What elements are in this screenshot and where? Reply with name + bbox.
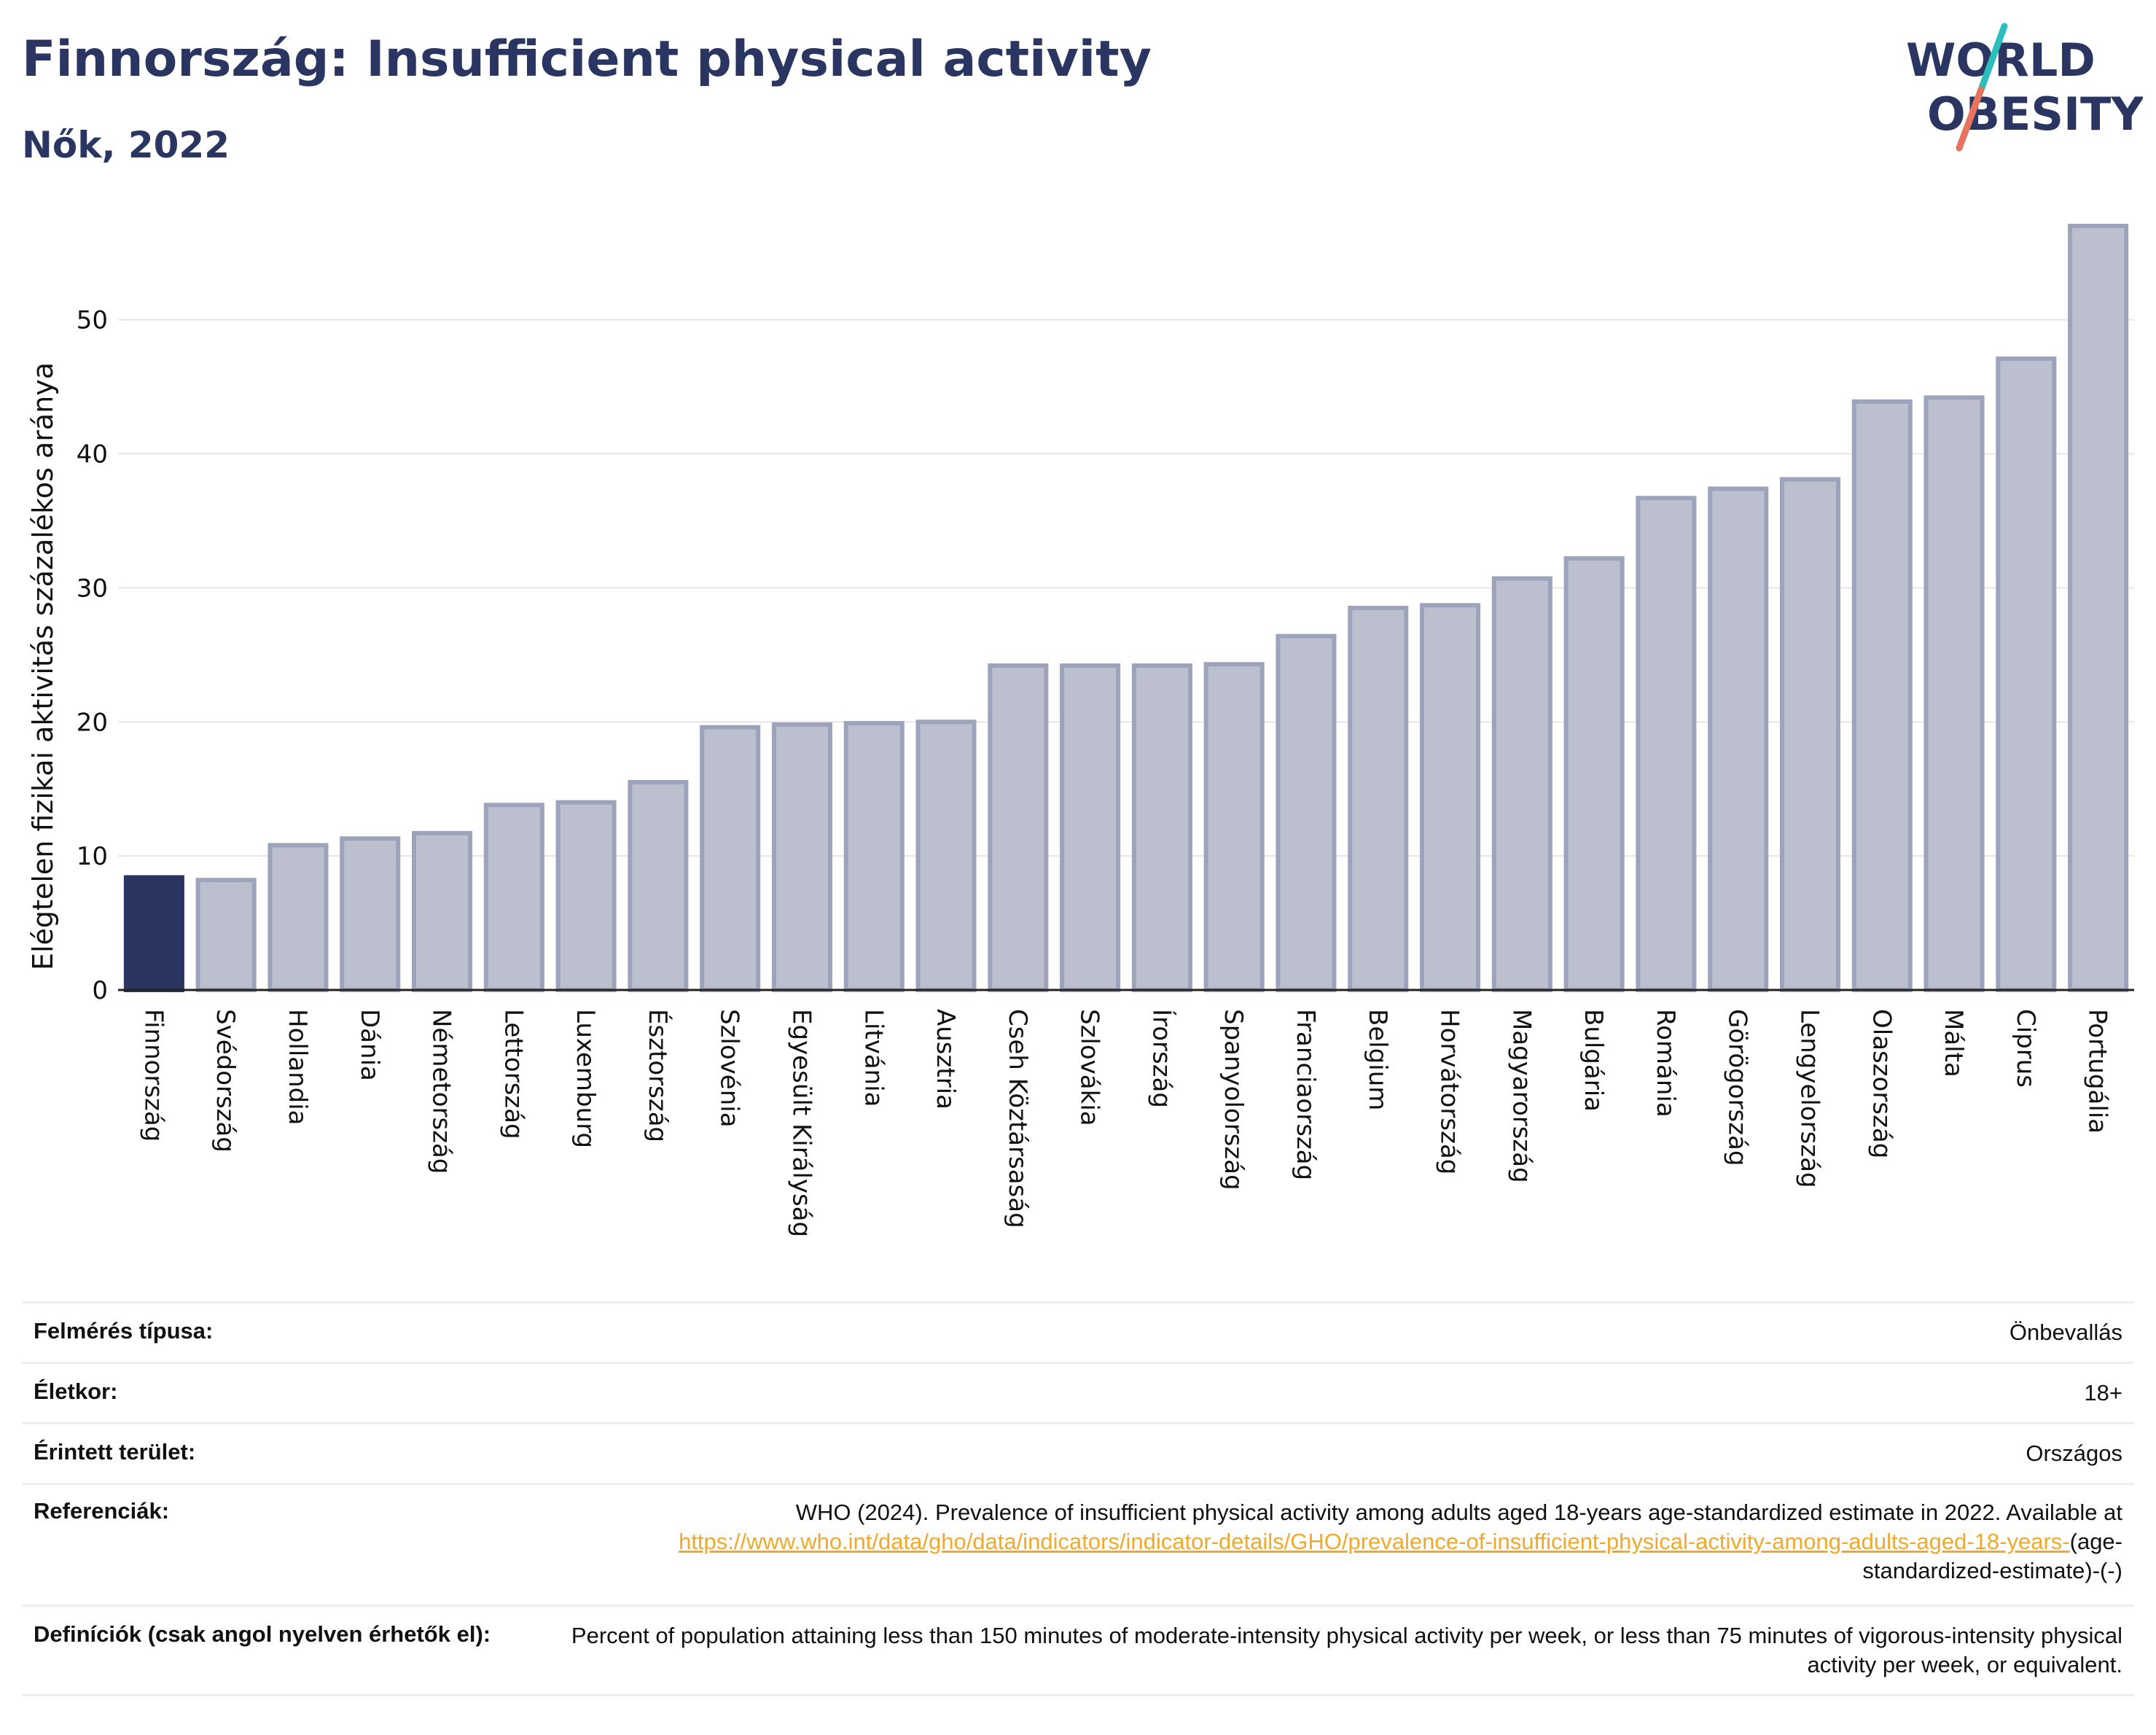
references-label: Referenciák: xyxy=(34,1498,170,1524)
chart-title: Finnország: Insufficient physical activi… xyxy=(22,31,1152,88)
info-row-references: Referenciák: WHO (2024). Prevalence of i… xyxy=(22,1483,2134,1605)
logo-slash-coral xyxy=(1956,86,1985,152)
x-tick-label: Ciprus xyxy=(2011,1009,2040,1088)
bars xyxy=(123,224,2129,993)
age-label: Életkor: xyxy=(34,1379,118,1404)
world-obesity-logo: WORLD OBESITY xyxy=(1906,23,2143,152)
x-tick-label: Litvánia xyxy=(859,1009,888,1107)
x-tick-label: Dánia xyxy=(355,1009,384,1081)
references-suffix: (age-standardized-estimate)-(-) xyxy=(1862,1529,2122,1583)
y-tick-label: 50 xyxy=(77,306,108,335)
x-tick-label: Görögország xyxy=(1723,1009,1752,1166)
x-tick-label: Bulgária xyxy=(1579,1009,1608,1112)
bar xyxy=(1779,477,1840,992)
bar xyxy=(412,830,473,992)
references-link[interactable]: https://www.who.int/data/gho/data/indica… xyxy=(679,1529,2070,1554)
bar xyxy=(988,663,1049,992)
y-axis-title: Elégtelen fizikai aktivitás százalékos a… xyxy=(27,362,59,970)
bar xyxy=(483,803,544,992)
bar xyxy=(195,878,257,993)
y-tick-label: 40 xyxy=(77,440,108,469)
bar xyxy=(1851,399,1913,992)
references-text: WHO (2024). Prevalence of insufficient p… xyxy=(795,1500,2122,1525)
bar xyxy=(1923,395,1985,992)
y-axis-ticks: 0 10 20 30 40 50 xyxy=(77,306,108,1005)
bar xyxy=(1636,496,1697,992)
x-tick-label: Ausztria xyxy=(931,1009,960,1110)
x-tick-label: Spanyolország xyxy=(1219,1009,1248,1190)
x-tick-label: Svédország xyxy=(211,1009,240,1153)
bar xyxy=(915,720,977,992)
x-tick-label: Magyarország xyxy=(1507,1009,1536,1183)
x-tick-label: Szlovákia xyxy=(1075,1009,1104,1126)
bar xyxy=(340,836,401,993)
bar xyxy=(555,800,617,992)
info-row-area: Érintett terület: Országos xyxy=(22,1422,2134,1483)
bar xyxy=(1276,633,1337,992)
y-tick-label: 10 xyxy=(77,842,108,871)
x-tick-label: Észtország xyxy=(643,1009,673,1142)
survey-type-label: Felmérés típusa: xyxy=(34,1318,214,1344)
x-tick-label: Lengyelország xyxy=(1794,1009,1824,1188)
bar xyxy=(2068,224,2129,992)
y-tick-label: 30 xyxy=(77,574,108,603)
x-tick-label: Luxemburg xyxy=(571,1009,600,1148)
definitions-label: Definíciók (csak angol nyelven érhetők e… xyxy=(34,1621,491,1647)
bar xyxy=(1203,662,1265,993)
bar xyxy=(628,780,689,993)
info-row-survey-type: Felmérés típusa: Önbevallás xyxy=(22,1301,2134,1362)
x-tick-label: Portugália xyxy=(2083,1009,2112,1134)
x-tick-label: Egyesült Királyság xyxy=(786,1009,816,1237)
area-value: Országos xyxy=(2026,1440,2122,1466)
bar xyxy=(700,725,761,992)
y-tick-label: 20 xyxy=(77,708,108,737)
bar-chart: 0 10 20 30 40 50 Finnország Svédország Hollandi… xyxy=(27,224,2134,1237)
x-tick-label: Írország xyxy=(1147,1009,1176,1108)
info-row-age: Életkor: 18+ xyxy=(22,1362,2134,1422)
bar xyxy=(1996,356,2057,992)
bar xyxy=(771,722,832,992)
x-tick-label: Franciaország xyxy=(1291,1009,1320,1180)
y-tick-label: 0 xyxy=(92,976,108,1005)
x-tick-label: Cseh Köztársaság xyxy=(1003,1009,1032,1228)
info-table: Felmérés típusa: Önbevallás Életkor: 18+… xyxy=(22,1301,2134,1696)
x-axis-ticks: Finnország Svédország Hollandia Dánia Németo… xyxy=(138,1009,2112,1237)
chart-subtitle: Nők, 2022 xyxy=(22,124,230,166)
x-tick-label: Finnország xyxy=(138,1009,168,1142)
x-tick-label: Románia xyxy=(1651,1009,1680,1118)
bar xyxy=(1563,555,1625,992)
x-tick-label: Hollandia xyxy=(283,1009,312,1126)
x-tick-label: Horvátország xyxy=(1435,1009,1464,1174)
bar xyxy=(1131,663,1192,992)
logo-slash-teal xyxy=(1977,23,2008,93)
age-value: 18+ xyxy=(2084,1380,2122,1405)
x-tick-label: Németország xyxy=(427,1009,456,1174)
references-value: WHO (2024). Prevalence of insufficient p… xyxy=(563,1485,2134,1586)
bar xyxy=(1491,576,1552,992)
area-label: Érintett terület: xyxy=(34,1439,196,1465)
survey-type-value: Önbevallás xyxy=(2009,1319,2122,1345)
x-tick-label: Lettország xyxy=(499,1009,528,1139)
bar xyxy=(843,721,905,993)
bar xyxy=(1060,663,1121,992)
definitions-value: Percent of population attaining less tha… xyxy=(571,1623,2122,1677)
x-tick-label: Málta xyxy=(1939,1009,1968,1077)
x-tick-label: Belgium xyxy=(1363,1009,1392,1110)
x-tick-label: Szlovénia xyxy=(715,1009,744,1128)
bar xyxy=(1348,606,1409,992)
bar xyxy=(267,843,329,992)
bar xyxy=(1420,603,1481,992)
bar xyxy=(1708,486,1769,992)
info-row-definitions: Definíciók (csak angol nyelven érhetők e… xyxy=(22,1605,2134,1696)
bar xyxy=(123,875,184,992)
x-tick-label: Olaszország xyxy=(1867,1009,1896,1158)
